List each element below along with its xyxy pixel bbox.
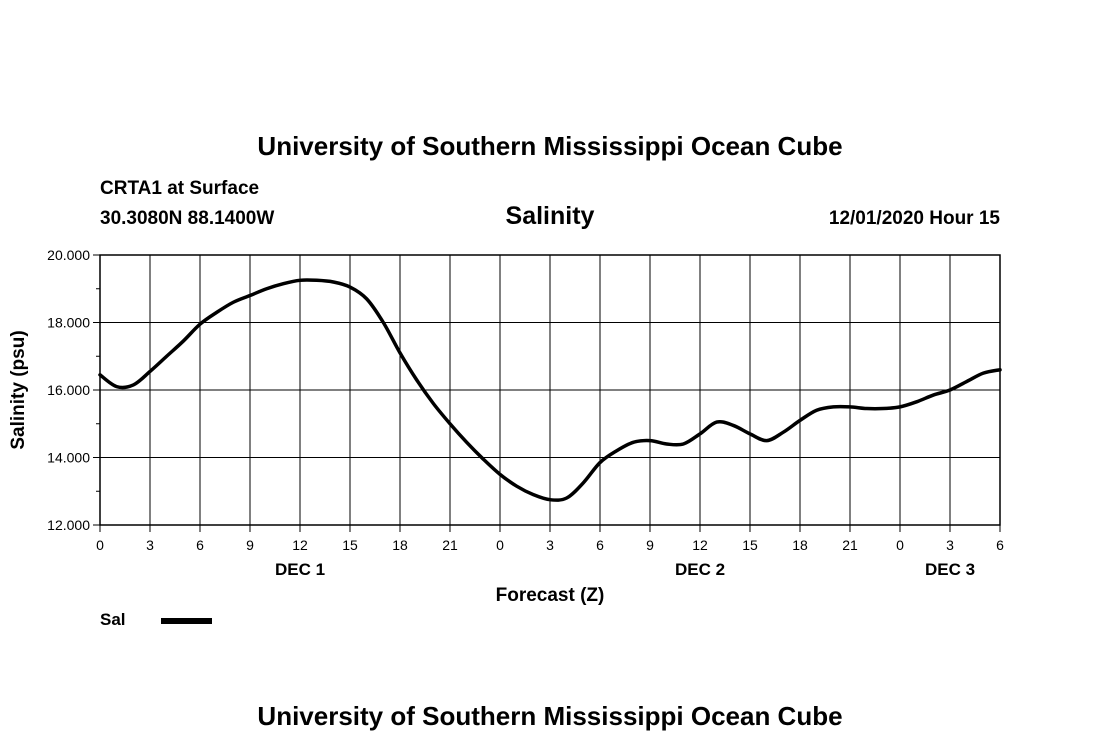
legend-label: Sal: [100, 610, 126, 629]
x-tick-label: 12: [292, 537, 308, 553]
x-tick-label: 3: [146, 537, 154, 553]
x-tick-label: 18: [392, 537, 408, 553]
y-tick-label: 18.000: [47, 315, 90, 331]
variable-title: Salinity: [506, 202, 595, 230]
grid-layer: [99, 254, 1001, 526]
footer-title: University of Southern Mississippi Ocean…: [257, 701, 842, 731]
y-tick-label: 20.000: [47, 247, 90, 263]
station-label: CRTA1 at Surface: [100, 178, 259, 199]
x-tick-label: 9: [246, 537, 254, 553]
data-layer: [98, 278, 1002, 502]
y-tick-label: 16.000: [47, 382, 90, 398]
x-tick-label: 18: [792, 537, 808, 553]
x-tick-label: 3: [546, 537, 554, 553]
chart-main-title: University of Southern Mississippi Ocean…: [257, 131, 842, 161]
x-tick-label: 6: [596, 537, 604, 553]
date-label: DEC 1: [275, 560, 325, 579]
x-axis-label: Forecast (Z): [496, 585, 605, 606]
coordinates-label: 30.3080N 88.1400W: [100, 208, 274, 229]
datetime-label: 12/01/2020 Hour 15: [829, 208, 1001, 229]
x-tick-label: 6: [996, 537, 1004, 553]
x-tick-label: 21: [442, 537, 458, 553]
x-tick-label: 12: [692, 537, 708, 553]
date-label: DEC 2: [675, 560, 725, 579]
plot-frame: [99, 254, 1001, 526]
y-tick-label: 14.000: [47, 450, 90, 466]
x-tick-label: 6: [196, 537, 204, 553]
x-tick-label: 0: [496, 537, 504, 553]
x-tick-label: 15: [342, 537, 358, 553]
y-tick-label: 12.000: [47, 517, 90, 533]
tick-layer: 0 3 6 9 12 15 18 21 0 3 6 9 12 15 18 21 0 3 6 12.000 14.000 1…: [47, 247, 1004, 579]
x-tick-label: 3: [946, 537, 954, 553]
series-line-salinity: [98, 278, 1002, 502]
x-tick-label: 15: [742, 537, 758, 553]
x-tick-label: 9: [646, 537, 654, 553]
y-axis-label: Salinity (psu): [8, 330, 29, 449]
date-label: DEC 3: [925, 560, 975, 579]
x-tick-label: 0: [96, 537, 104, 553]
x-tick-label: 0: [896, 537, 904, 553]
x-tick-label: 21: [842, 537, 858, 553]
